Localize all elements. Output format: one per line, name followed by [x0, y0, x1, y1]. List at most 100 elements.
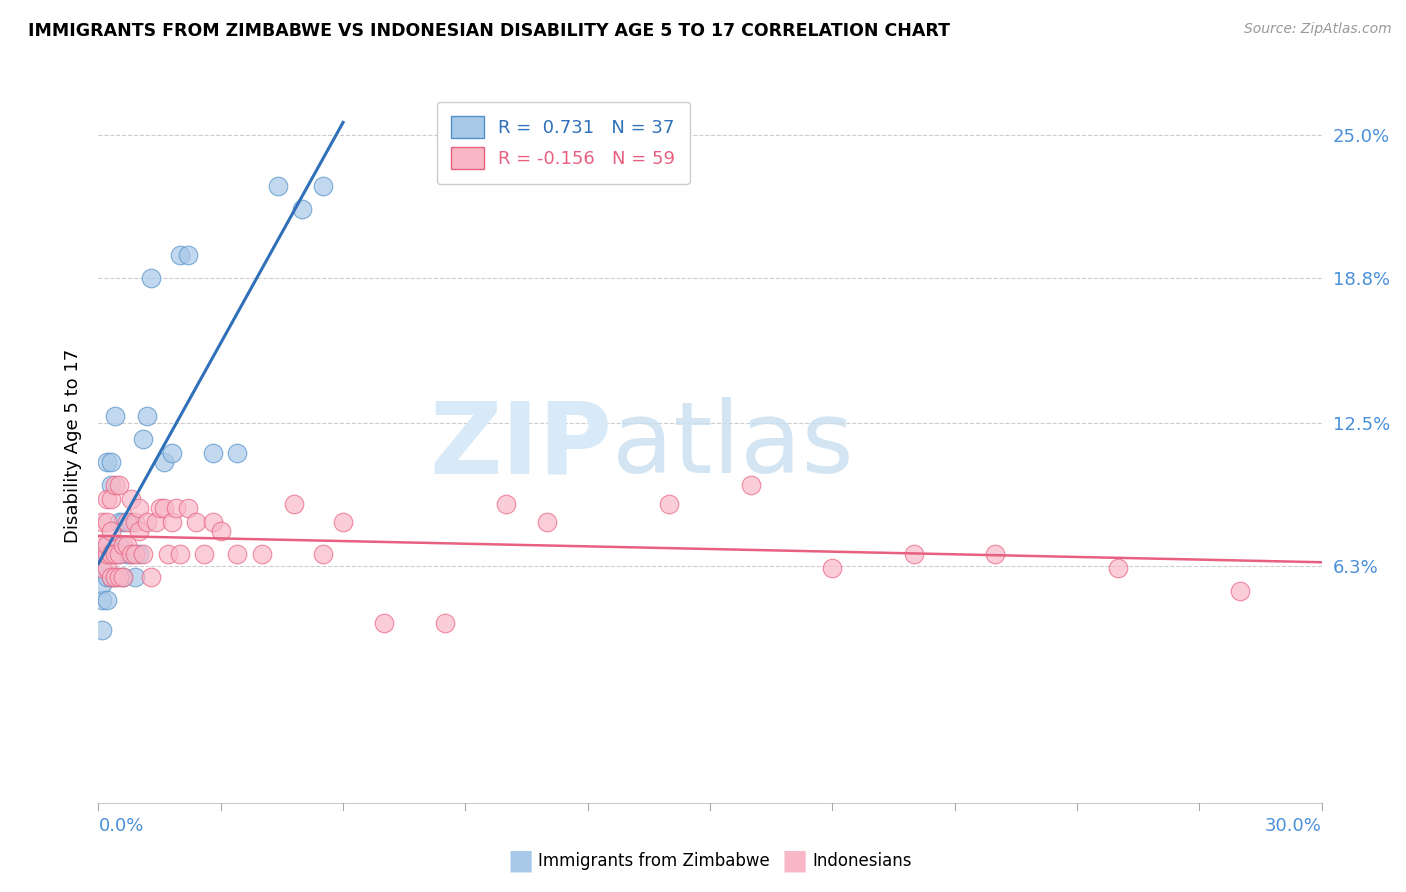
Point: [111, 570, 134, 584]
Point: [156, 547, 179, 561]
Y-axis label: Disability Age 5 to 17: Disability Age 5 to 17: [63, 349, 82, 543]
Point: [165, 501, 187, 516]
Point: [100, 524, 122, 538]
Point: [96, 547, 118, 561]
Point: [96, 570, 118, 584]
Point: [186, 515, 208, 529]
Point: [108, 547, 131, 561]
Text: ZIP: ZIP: [429, 398, 612, 494]
Point: [96, 538, 118, 552]
Point: [111, 538, 134, 552]
Point: [536, 515, 558, 529]
Text: IMMIGRANTS FROM ZIMBABWE VS INDONESIAN DISABILITY AGE 5 TO 17 CORRELATION CHART: IMMIGRANTS FROM ZIMBABWE VS INDONESIAN D…: [28, 22, 950, 40]
Point: [658, 497, 681, 511]
Point: [108, 570, 131, 584]
Point: [120, 547, 142, 561]
Point: [193, 547, 215, 561]
Point: [100, 478, 122, 492]
Point: [124, 515, 146, 529]
Point: [96, 491, 118, 506]
Point: [115, 547, 138, 561]
Point: [136, 515, 159, 529]
Point: [152, 501, 174, 516]
Point: [136, 409, 159, 423]
Text: 0.0%: 0.0%: [98, 816, 143, 835]
Point: [250, 547, 273, 561]
Point: [740, 478, 762, 492]
Point: [312, 178, 335, 193]
Point: [141, 570, 163, 584]
Point: [124, 570, 146, 584]
Point: [100, 547, 122, 561]
Legend: R =  0.731   N = 37, R = -0.156   N = 59: R = 0.731 N = 37, R = -0.156 N = 59: [437, 102, 690, 184]
Point: [100, 547, 122, 561]
Point: [104, 570, 127, 584]
Point: [96, 538, 118, 552]
Point: [128, 524, 150, 538]
Point: [1229, 584, 1251, 599]
Text: atlas: atlas: [612, 398, 853, 494]
Point: [100, 570, 122, 584]
Point: [100, 570, 122, 584]
Point: [115, 515, 138, 529]
Point: [145, 515, 167, 529]
Point: [495, 497, 517, 511]
Point: [108, 515, 131, 529]
Point: [132, 547, 155, 561]
Text: ■: ■: [782, 847, 807, 875]
Point: [108, 478, 131, 492]
Point: [984, 547, 1007, 561]
Point: [128, 501, 150, 516]
Point: [209, 524, 232, 538]
Point: [160, 515, 183, 529]
Point: [226, 547, 249, 561]
Point: [96, 561, 118, 575]
Text: Indonesians: Indonesians: [813, 852, 912, 870]
Point: [169, 248, 191, 262]
Point: [267, 178, 290, 193]
Point: [91, 561, 114, 575]
Point: [104, 547, 127, 561]
Point: [91, 515, 114, 529]
Point: [132, 432, 155, 446]
Point: [177, 501, 200, 516]
Point: [115, 538, 138, 552]
Point: [91, 593, 114, 607]
Text: Source: ZipAtlas.com: Source: ZipAtlas.com: [1244, 22, 1392, 37]
Point: [201, 515, 224, 529]
Point: [1107, 561, 1129, 575]
Point: [169, 547, 191, 561]
Point: [312, 547, 335, 561]
Point: [100, 455, 122, 469]
Point: [177, 248, 200, 262]
Point: [111, 515, 134, 529]
Point: [104, 478, 127, 492]
Point: [141, 271, 163, 285]
Point: [373, 616, 395, 631]
Point: [120, 491, 142, 506]
Point: [291, 202, 314, 216]
Point: [152, 455, 174, 469]
Point: [91, 561, 114, 575]
Point: [201, 446, 224, 460]
Text: ■: ■: [508, 847, 533, 875]
Point: [96, 547, 118, 561]
Point: [96, 515, 118, 529]
Point: [91, 577, 114, 591]
Point: [120, 547, 142, 561]
Point: [903, 547, 925, 561]
Point: [124, 547, 146, 561]
Point: [128, 547, 150, 561]
Point: [283, 497, 305, 511]
Point: [434, 616, 457, 631]
Point: [332, 515, 354, 529]
Point: [108, 547, 131, 561]
Point: [108, 538, 131, 552]
Point: [120, 515, 142, 529]
Point: [91, 623, 114, 637]
Point: [91, 538, 114, 552]
Text: 30.0%: 30.0%: [1265, 816, 1322, 835]
Text: Immigrants from Zimbabwe: Immigrants from Zimbabwe: [538, 852, 770, 870]
Point: [149, 501, 172, 516]
Point: [104, 409, 127, 423]
